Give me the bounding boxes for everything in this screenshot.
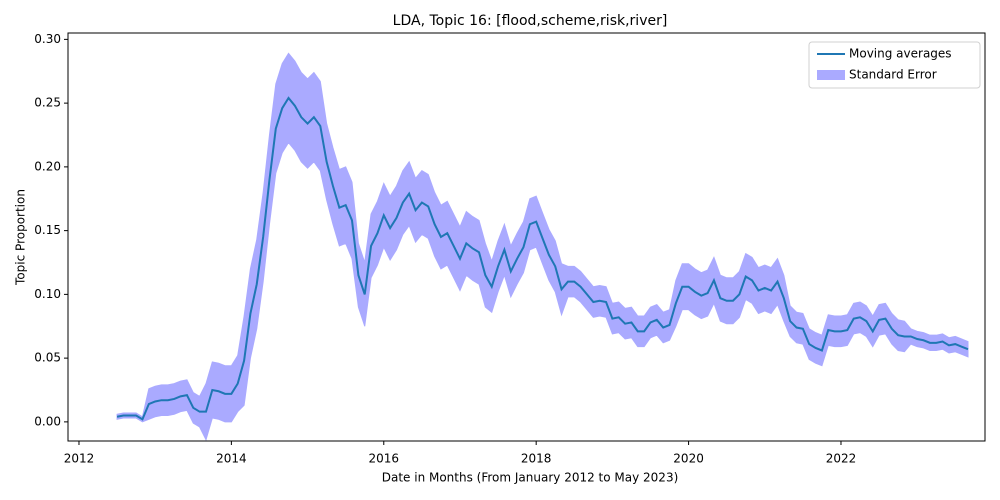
y-tick-label: 0.20 (34, 159, 61, 173)
chart-title: LDA, Topic 16: [flood,scheme,risk,river] (393, 13, 668, 29)
y-tick-label: 0.05 (34, 351, 61, 365)
y-tick-label: 0.10 (34, 287, 61, 301)
x-tick-label: 2016 (369, 452, 400, 466)
y-tick-label: 0.15 (34, 223, 61, 237)
x-tick-label: 2018 (521, 452, 552, 466)
y-tick-label: 0.00 (34, 414, 61, 428)
x-tick-label: 2014 (216, 452, 247, 466)
line (116, 96, 969, 421)
x-axis-label: Date in Months (From January 2012 to May… (382, 471, 679, 485)
x-tick-label: 2020 (673, 452, 704, 466)
legend-box (808, 41, 981, 89)
y-axis-label: Topic Proportion (14, 189, 28, 286)
legend-label: Standard Error (849, 68, 937, 82)
error-band (116, 52, 969, 442)
y-tick-label: 0.30 (34, 32, 61, 46)
legend: Moving averages Standard Error (808, 41, 981, 89)
x-tick-label: 2022 (826, 452, 857, 466)
x-tick-label: 2012 (64, 452, 95, 466)
legend-swatch (817, 70, 845, 80)
legend-label: Moving averages (849, 47, 952, 61)
plot-frame (67, 32, 986, 442)
y-tick-label: 0.25 (34, 96, 61, 110)
